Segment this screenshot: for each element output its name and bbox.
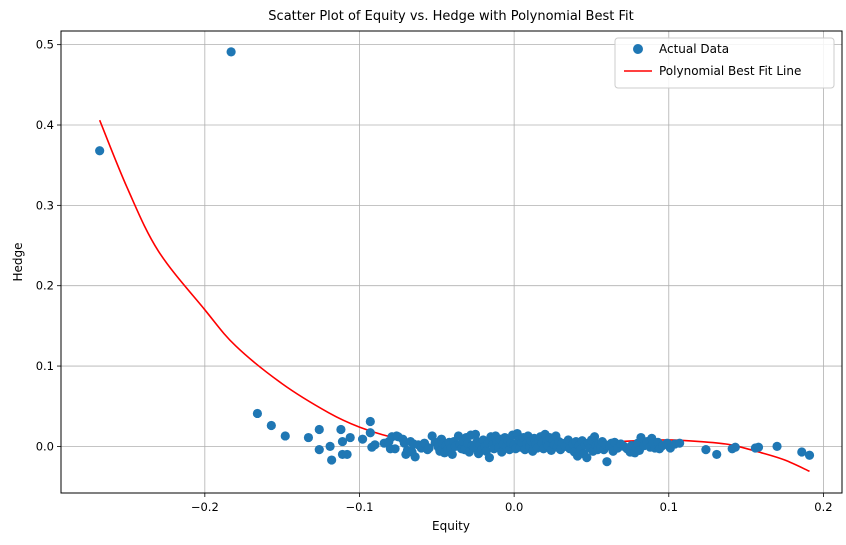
data-point <box>252 408 263 419</box>
data-point <box>701 445 711 455</box>
x-tick-label: 0.2 <box>814 500 832 514</box>
data-point <box>342 449 352 460</box>
axis-ticks: −0.2 −0.1 0.0 0.1 0.2 0.0 0.1 0.2 0.3 0.4 0.5 <box>36 38 833 514</box>
data-point <box>582 453 592 463</box>
legend-marker-scatter <box>633 44 643 54</box>
x-tick-label: 0.0 <box>505 500 523 514</box>
y-tick-label: 0.1 <box>36 359 54 373</box>
x-tick-label: −0.2 <box>191 500 219 514</box>
data-point <box>357 434 368 444</box>
data-point <box>712 449 722 460</box>
data-point <box>730 442 740 452</box>
data-point <box>804 450 815 460</box>
fit-line <box>98 119 810 473</box>
y-tick-label: 0.0 <box>36 439 54 453</box>
data-point <box>390 444 400 454</box>
data-point <box>337 436 348 447</box>
legend: Actual Data Polynomial Best Fit Line <box>614 37 835 89</box>
y-tick-label: 0.4 <box>36 118 54 132</box>
data-point <box>447 449 457 460</box>
y-tick-label: 0.3 <box>36 198 54 212</box>
data-point <box>314 445 324 455</box>
data-point <box>470 429 481 439</box>
x-tick-label: 0.1 <box>660 500 678 514</box>
chart-title: Scatter Plot of Equity vs. Hedge with Po… <box>268 9 633 24</box>
data-point <box>602 457 612 467</box>
data-point <box>327 455 337 465</box>
data-point <box>484 453 494 463</box>
data-point <box>226 47 236 57</box>
legend-box <box>614 37 835 89</box>
data-point <box>280 431 290 441</box>
plot-frame <box>60 30 843 494</box>
data-point <box>365 428 375 438</box>
legend-label-actual-data: Actual Data <box>659 42 729 56</box>
data-point <box>589 432 600 442</box>
data-point <box>370 440 380 450</box>
data-point <box>365 416 375 427</box>
data-point <box>325 441 335 451</box>
x-tick-label: −0.1 <box>346 500 374 514</box>
data-point <box>410 452 420 462</box>
legend-label-fit-line: Polynomial Best Fit Line <box>659 64 801 78</box>
data-point <box>772 441 782 451</box>
data-point <box>95 146 105 156</box>
data-point <box>336 424 346 435</box>
x-axis-label: Equity <box>432 519 470 533</box>
y-tick-label: 0.5 <box>36 38 54 52</box>
data-point <box>303 432 314 443</box>
data-point <box>424 443 434 453</box>
y-tick-label: 0.2 <box>36 279 54 293</box>
data-point <box>753 442 764 452</box>
y-axis-label: Hedge <box>11 242 25 281</box>
data-point <box>345 432 355 443</box>
data-points <box>95 47 815 467</box>
grid <box>61 31 842 493</box>
data-point <box>266 420 276 431</box>
fit-line-layer <box>98 119 810 473</box>
data-point <box>314 424 324 435</box>
data-point <box>675 438 685 448</box>
data-point <box>797 447 807 457</box>
